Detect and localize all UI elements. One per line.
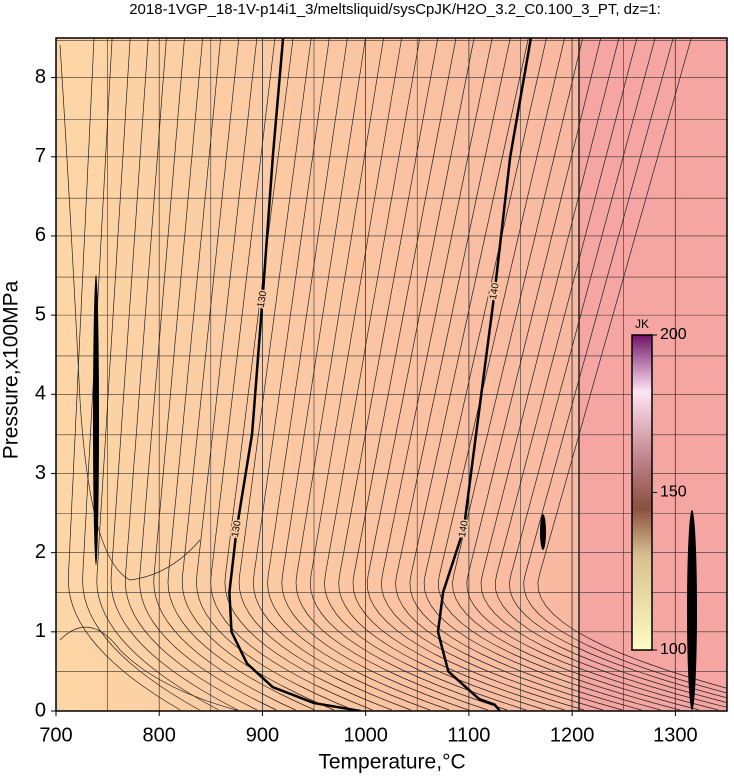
x-tick-label: 1300 — [653, 724, 698, 746]
y-tick-label: 0 — [35, 699, 46, 721]
y-tick-label: 6 — [35, 224, 46, 246]
thin-contour — [110, 38, 239, 711]
x-axis-label: Temperature,°C — [318, 751, 465, 774]
colorbar-label: JK — [635, 317, 649, 331]
field-region — [579, 38, 727, 711]
thin-contour — [409, 38, 642, 711]
thin-contour — [267, 38, 450, 711]
y-tick-label: 2 — [35, 541, 46, 563]
thin-contour — [139, 38, 277, 711]
thin-contour — [381, 38, 604, 711]
y-tick-label: 1 — [35, 620, 46, 642]
thin-contour — [466, 38, 719, 711]
thin-contour — [523, 38, 727, 694]
y-tick-label: 8 — [35, 66, 46, 88]
contour-label: 130 — [230, 519, 244, 538]
colorbar-tick-label: 100 — [660, 641, 687, 658]
blob — [540, 514, 546, 550]
thin-contour — [167, 38, 315, 711]
thin-contour — [494, 38, 727, 703]
y-tick-label: 7 — [35, 145, 46, 167]
contour-line — [436, 38, 533, 711]
x-tick-label: 900 — [246, 724, 279, 746]
thin-contour — [324, 38, 527, 711]
contour-line — [228, 38, 361, 711]
thin-contour — [395, 38, 623, 711]
blob — [93, 275, 99, 565]
plot-area: 130 130 140 140 — [56, 38, 727, 711]
thin-contour — [366, 38, 585, 711]
colorbar: JK 100 150 200 — [631, 317, 687, 658]
thin-contour — [281, 38, 469, 711]
thin-contour — [224, 38, 392, 711]
x-tick-label: 700 — [39, 724, 72, 746]
thin-contour — [480, 38, 727, 708]
x-tick-label: 1100 — [447, 724, 490, 746]
thin-contour — [238, 38, 412, 711]
thin-contour — [338, 38, 546, 711]
thin-contour — [67, 38, 181, 711]
contour-label: 140 — [457, 519, 471, 538]
thin-contour — [181, 38, 335, 711]
colorbar-scale — [631, 334, 653, 651]
thin-contour — [537, 38, 727, 689]
colorbar-tick-label: 150 — [660, 484, 687, 501]
plot-frame — [55, 37, 728, 712]
y-tick-label: 5 — [35, 303, 46, 325]
thin-contour — [252, 38, 431, 711]
thin-contour — [452, 38, 700, 711]
thin-contour — [153, 38, 296, 711]
thin-contour — [509, 38, 727, 699]
thin-contour — [423, 38, 661, 711]
thin-contour — [59, 44, 241, 711]
thin-contour — [210, 38, 373, 711]
x-tick-label: 800 — [143, 724, 176, 746]
y-tick-label: 4 — [35, 383, 46, 405]
x-tick-label: 1000 — [343, 724, 388, 746]
thin-contour — [352, 38, 565, 711]
contour-label: 130 — [256, 290, 270, 309]
thin-contour — [124, 38, 258, 711]
x-tick-label: 1200 — [550, 724, 595, 746]
y-tick-label: 3 — [35, 462, 46, 484]
thin-contour — [309, 38, 508, 711]
thin-contour — [196, 38, 354, 711]
contour-label: 140 — [488, 282, 502, 301]
thin-contour — [295, 38, 488, 711]
y-axis-label: Pressure,x100MPa — [0, 280, 23, 459]
thin-contour — [96, 38, 219, 711]
colorbar-tick-label: 200 — [660, 326, 687, 343]
blob — [687, 510, 697, 710]
chart-title: 2018-1VGP_18-1V-p14i1_3/meltsliquid/sysC… — [129, 1, 661, 18]
